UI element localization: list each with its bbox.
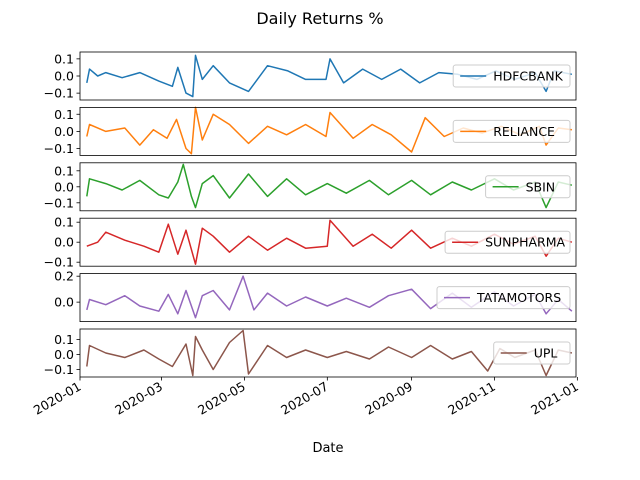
subplot-frame-sunpharma (79, 217, 577, 267)
subplot-tatamotors: 0.2 0.0 TATAMOTORS (54, 269, 577, 323)
subplot-hdfcbank: 0.1 0.0 −0.1 HDFCBANK (44, 51, 577, 101)
legend-box (436, 286, 571, 310)
legend-hdfcbank: HDFCBANK (452, 64, 571, 88)
legend-box (452, 64, 571, 88)
legend-sbin: SBIN (485, 175, 571, 199)
legend-label-upl: UPL (534, 346, 558, 361)
legend-upl: UPL (493, 341, 571, 365)
y-tick-label-sunpharma: −0.1 (44, 255, 74, 270)
y-tick-label-sunpharma: 0.0 (54, 235, 74, 250)
subplot-reliance: 0.1 0.0 −0.1 RELIANCE (44, 106, 577, 156)
legend-box (452, 119, 571, 143)
y-tick-label-reliance: 0.0 (54, 124, 74, 139)
y-tick-label-upl: 0.1 (54, 332, 74, 347)
legend-label-tatamotors: TATAMOTORS (476, 290, 561, 305)
legend-box (485, 175, 571, 199)
legend-tatamotors: TATAMOTORS (436, 286, 571, 310)
y-tick-label-sbin: 0.0 (54, 179, 74, 194)
legend-label-sbin: SBIN (526, 179, 556, 194)
legend-label-reliance: RELIANCE (493, 124, 555, 139)
y-tick-label-hdfcbank: −0.1 (44, 86, 74, 101)
figure-title: Daily Returns % (256, 9, 383, 28)
x-axis-label: Date (312, 441, 343, 456)
y-tick-label-hdfcbank: 0.0 (54, 69, 74, 84)
y-tick-label-upl: 0.0 (54, 347, 74, 362)
subplot-sbin: 0.10.0−0.1 SBIN (44, 162, 577, 212)
subplot-frame-hdfcbank (79, 51, 577, 101)
legend-label-sunpharma: SUNPHARMA (485, 235, 565, 250)
legend-box (493, 341, 571, 365)
subplot-frame-upl (79, 328, 577, 378)
subplot-sunpharma: 0.1 0.0 −0.1 SUNPHARMA (44, 215, 577, 270)
legend-box (444, 230, 571, 254)
subplot-panels: 0.10.0−0.1HDFCBANK0.10.0−0.1RELIANCE0.10… (44, 51, 577, 378)
y-tick-label-tatamotors: 0.0 (54, 295, 74, 310)
legend-sunpharma: SUNPHARMA (444, 230, 571, 254)
legend-reliance: RELIANCE (452, 119, 571, 143)
y-tick-label-sunpharma: 0.1 (54, 215, 74, 230)
y-tick-label-hdfcbank: 0.1 (54, 51, 74, 66)
legend-label-hdfcbank: HDFCBANK (493, 69, 563, 84)
subplot-frame-reliance (79, 107, 577, 156)
subplot-upl: 0.10.0−0.1 UPL (44, 328, 577, 378)
y-tick-label-upl: −0.1 (44, 362, 74, 377)
y-tick-label-reliance: 0.1 (54, 107, 74, 122)
y-tick-label-sbin: 0.1 (54, 163, 74, 178)
y-tick-label-reliance: −0.1 (44, 141, 74, 156)
y-tick-label-sbin: −0.1 (44, 195, 74, 210)
y-tick-label-tatamotors: 0.2 (54, 269, 74, 284)
subplot-frame-sbin (79, 162, 577, 212)
subplot-frame-tatamotors (79, 273, 577, 323)
